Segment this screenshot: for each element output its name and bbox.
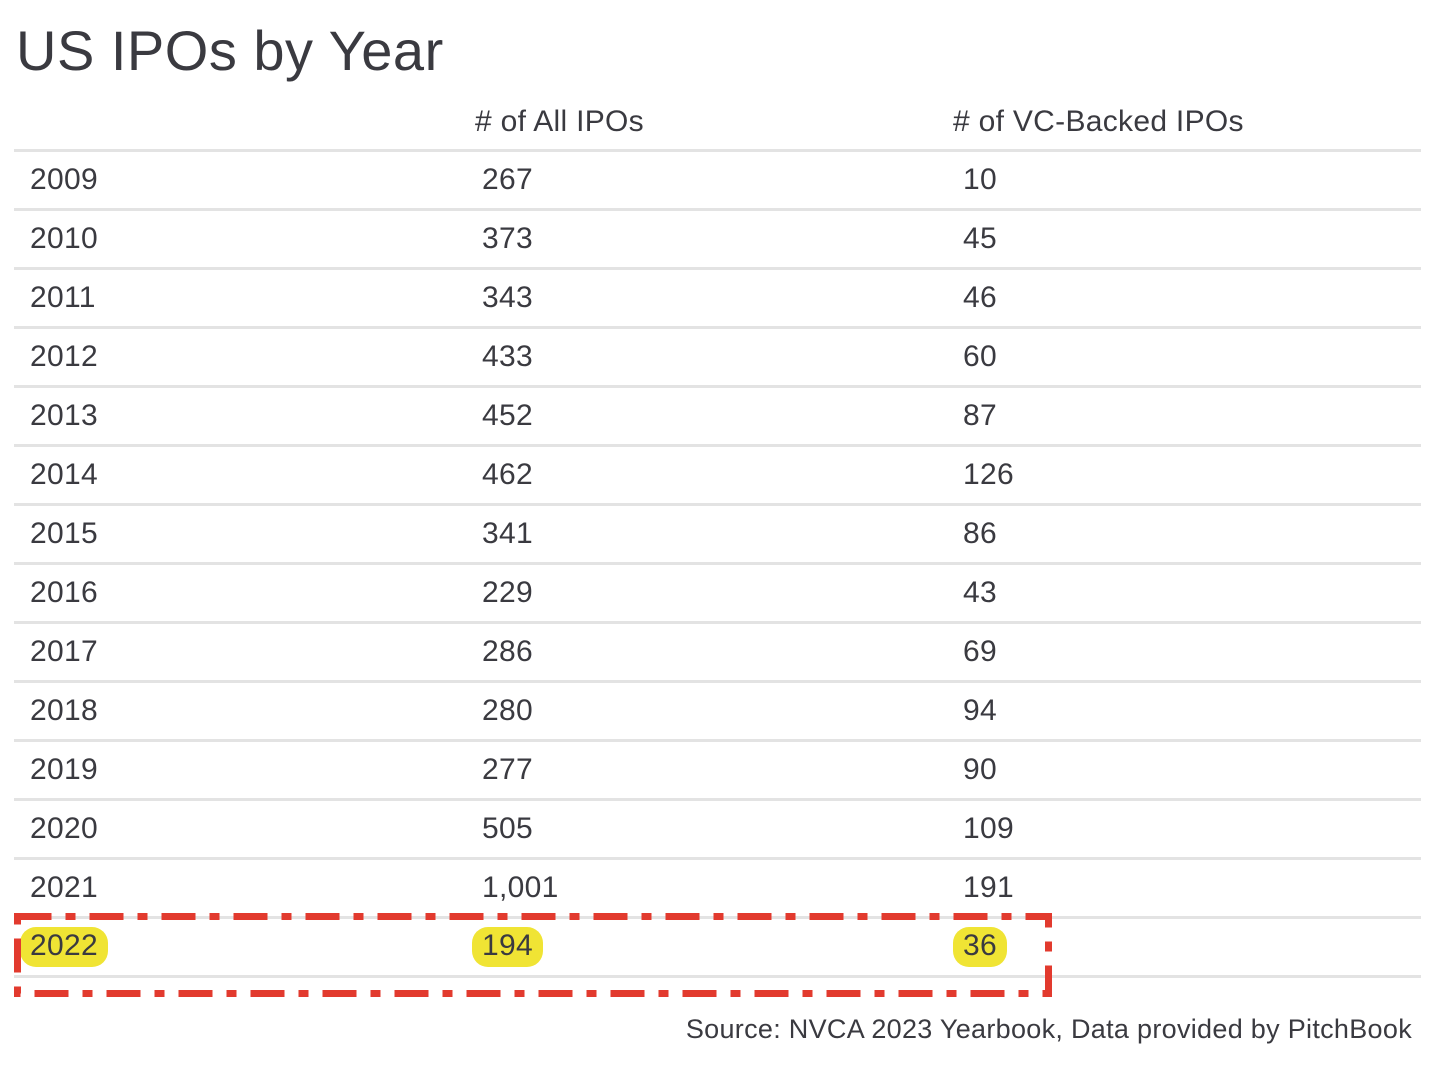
all-ipos-cell: 194 xyxy=(472,927,963,967)
year-cell: 2022 xyxy=(20,927,482,967)
year-cell: 2010 xyxy=(30,222,98,255)
vc-backed-cell: 87 xyxy=(963,399,997,432)
year-cell: 2014 xyxy=(30,458,98,491)
table-row: 2012 433 60 xyxy=(14,329,1421,388)
all-ipos-cell: 373 xyxy=(482,222,533,255)
vc-backed-cell: 109 xyxy=(963,812,1014,845)
page-title: US IPOs by Year xyxy=(16,19,444,82)
all-ipos-cell: 462 xyxy=(482,458,533,491)
year-cell: 2012 xyxy=(30,340,98,373)
vc-backed-cell: 60 xyxy=(963,340,997,373)
vc-backed-cell: 46 xyxy=(963,281,997,314)
year-cell: 2019 xyxy=(30,753,98,786)
year-cell: 2011 xyxy=(30,281,96,314)
year-cell: 2021 xyxy=(30,871,98,904)
table-row: 2010 373 45 xyxy=(14,211,1421,270)
marker-highlight: 194 xyxy=(472,927,543,967)
table-row-highlighted-2022: 2022 194 36 xyxy=(14,919,1421,978)
table-row: 2021 1,001 191 xyxy=(14,860,1421,919)
year-cell: 2009 xyxy=(30,163,98,196)
ipo-table: # of All IPOs # of VC-Backed IPOs 2009 2… xyxy=(14,84,1421,978)
table-header-row: # of All IPOs # of VC-Backed IPOs xyxy=(14,84,1421,152)
vc-backed-cell: 43 xyxy=(963,576,997,609)
all-ipos-cell: 286 xyxy=(482,635,533,668)
vc-backed-column-header: # of VC-Backed IPOs xyxy=(953,105,1244,138)
table-row: 2019 277 90 xyxy=(14,742,1421,801)
vc-backed-cell: 191 xyxy=(963,871,1014,904)
all-ipos-cell: 267 xyxy=(482,163,533,196)
table-row: 2014 462 126 xyxy=(14,447,1421,506)
all-ipos-cell: 277 xyxy=(482,753,533,786)
source-credit: Source: NVCA 2023 Yearbook, Data provide… xyxy=(685,1014,1412,1044)
all-ipos-cell: 280 xyxy=(482,694,533,727)
table-row: 2018 280 94 xyxy=(14,683,1421,742)
year-cell: 2017 xyxy=(30,635,98,668)
year-cell: 2015 xyxy=(30,517,98,550)
all-ipos-cell: 341 xyxy=(482,517,533,550)
table-row: 2016 229 43 xyxy=(14,565,1421,624)
marker-highlight: 36 xyxy=(953,927,1007,967)
all-ipos-cell: 452 xyxy=(482,399,533,432)
marker-highlight: 2022 xyxy=(20,927,108,967)
vc-backed-cell: 94 xyxy=(963,694,997,727)
table-row: 2011 343 46 xyxy=(14,270,1421,329)
year-cell: 2020 xyxy=(30,812,98,845)
all-ipos-column-header: # of All IPOs xyxy=(475,105,644,138)
vc-backed-cell: 45 xyxy=(963,222,997,255)
table-row: 2020 505 109 xyxy=(14,801,1421,860)
year-cell: 2018 xyxy=(30,694,98,727)
table-row: 2013 452 87 xyxy=(14,388,1421,447)
vc-backed-cell: 69 xyxy=(963,635,997,668)
vc-backed-cell: 86 xyxy=(963,517,997,550)
vc-backed-cell: 126 xyxy=(963,458,1014,491)
year-cell: 2013 xyxy=(30,399,98,432)
table-row: 2015 341 86 xyxy=(14,506,1421,565)
all-ipos-cell: 1,001 xyxy=(482,871,559,904)
table-row: 2017 286 69 xyxy=(14,624,1421,683)
vc-backed-cell: 36 xyxy=(953,927,1421,967)
vc-backed-cell: 10 xyxy=(963,163,997,196)
all-ipos-cell: 229 xyxy=(482,576,533,609)
all-ipos-cell: 343 xyxy=(482,281,533,314)
all-ipos-cell: 433 xyxy=(482,340,533,373)
year-cell: 2016 xyxy=(30,576,98,609)
all-ipos-cell: 505 xyxy=(482,812,533,845)
vc-backed-cell: 90 xyxy=(963,753,997,786)
table-row: 2009 267 10 xyxy=(14,152,1421,211)
